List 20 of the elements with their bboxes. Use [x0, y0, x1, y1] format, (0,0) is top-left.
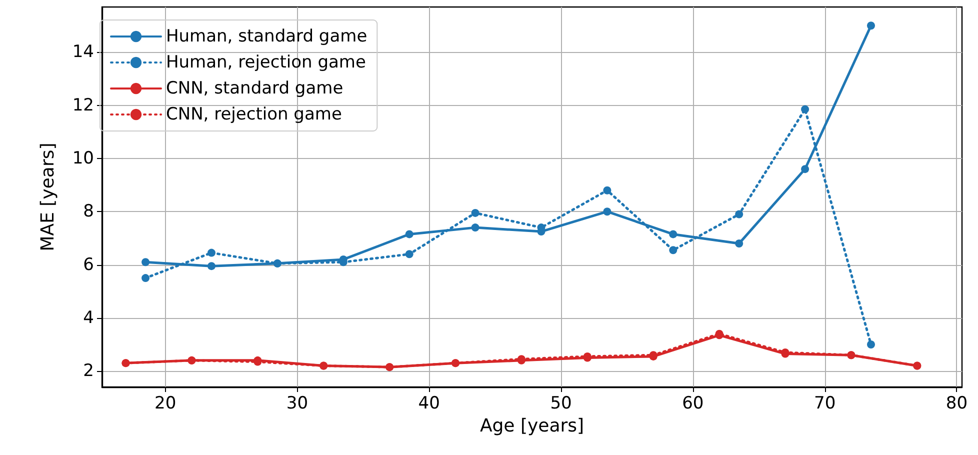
y-tick-label: 6 — [83, 254, 94, 275]
legend-label: Human, standard game — [166, 26, 368, 46]
x-tick-label: 20 — [154, 394, 176, 414]
x-tick-label: 70 — [814, 394, 836, 414]
x-axis-title: Age [years] — [480, 416, 584, 436]
x-tick-label: 30 — [286, 394, 308, 414]
x-tick-label: 80 — [946, 394, 968, 414]
y-tick-label: 10 — [72, 148, 94, 168]
x-tick-label: 60 — [682, 394, 704, 414]
x-tick-label: 50 — [550, 394, 572, 414]
y-axis-title: MAE [years] — [38, 142, 58, 252]
y-tick-label: 14 — [72, 42, 94, 62]
y-tick-label: 8 — [83, 202, 94, 222]
legend-label: CNN, standard game — [166, 78, 344, 98]
legend-label: Human, rejection game — [166, 52, 366, 72]
x-tick-label: 40 — [418, 394, 440, 414]
y-tick-label: 4 — [83, 308, 94, 328]
legend-label: CNN, rejection game — [166, 104, 342, 124]
y-tick-label: 2 — [83, 361, 94, 382]
y-tick-label: 12 — [72, 95, 94, 116]
